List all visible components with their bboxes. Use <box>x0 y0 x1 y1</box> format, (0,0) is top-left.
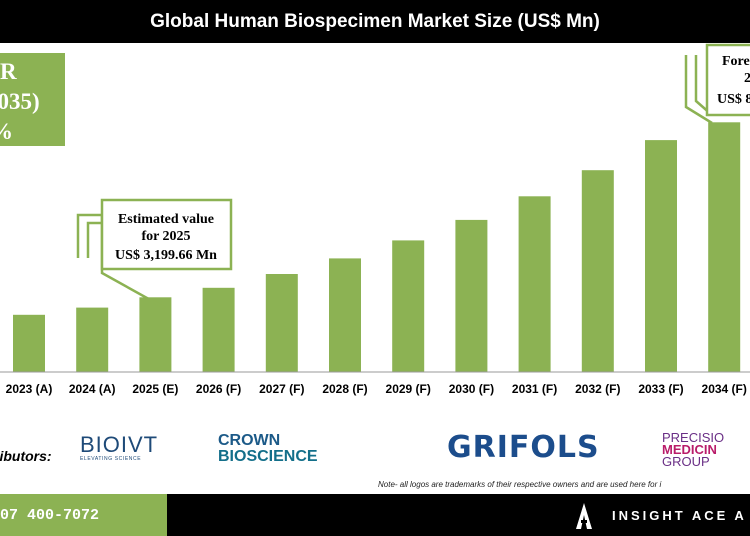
cagr-line2: 2035) <box>0 89 40 114</box>
callout-2025-leader-inner <box>86 221 102 258</box>
brand-name: INSIGHT ACE A <box>612 508 747 523</box>
x-tick-label: 2034 (F) <box>702 382 747 396</box>
cagr-box: R 2035) % <box>0 53 65 146</box>
x-tick-label: 2025 (E) <box>132 382 178 396</box>
bar-2024-a <box>76 307 109 372</box>
trademark-note: Note- all logos are trademarks of their … <box>378 480 662 489</box>
precision-logo-line3: GROUP <box>662 454 710 469</box>
callout-2025-box <box>100 198 233 271</box>
x-tick-label: 2026 (F) <box>196 382 241 396</box>
callout-2025-value: US$ 3,199.66 Mn <box>115 248 217 263</box>
x-tick-label: 2033 (F) <box>638 382 683 396</box>
x-tick-label: 2024 (A) <box>69 382 116 396</box>
bar-series <box>13 122 741 372</box>
bar-2028-f <box>329 258 361 372</box>
crown-logo-line2: BIOSCIENCE <box>218 448 318 465</box>
precision-logo-line1: PRECISIO <box>662 430 725 445</box>
distributors-label: ributors: <box>0 448 52 464</box>
bar-2033-f <box>645 140 677 372</box>
bioivt-logo: BIOIVT ELEVATING SCIENCE <box>80 432 158 462</box>
grifols-logo: GRIFOLS <box>447 430 600 465</box>
x-tick-label: 2030 (F) <box>449 382 494 396</box>
callout-2025-line1: Estimated value <box>118 212 214 227</box>
chart-title: Global Human Biospecimen Market Size (US… <box>0 0 750 43</box>
x-tick-label: 2028 (F) <box>322 382 367 396</box>
bioivt-logo-tagline: ELEVATING SCIENCE <box>80 456 142 462</box>
x-axis-ticks: 2023 (A) 2024 (A) 2025 (E) 2026 (F) 2027 (F)… <box>6 382 747 396</box>
cagr-line1: R <box>0 59 17 84</box>
callout-2025-line2: for 2025 <box>141 229 190 244</box>
bar-2031-f <box>518 196 551 372</box>
crown-logo-line1: CROWN <box>218 432 281 449</box>
bar-chart: 2023 (A) 2024 (A) 2025 (E) 2026 (F) 2027 (F)… <box>0 43 750 396</box>
callout-2035: Fore 2 US$ 8 <box>684 43 750 125</box>
bar-2026-f <box>202 287 235 372</box>
phone-number: 07 400-7072 <box>0 494 167 536</box>
x-tick-label: 2029 (F) <box>386 382 431 396</box>
precision-medicine-logo: PRECISIO MEDICIN GROUP <box>662 430 725 469</box>
x-tick-label: 2031 (F) <box>512 382 557 396</box>
callout-2035-line2: 2 <box>744 71 750 86</box>
bar-2025-e <box>139 297 172 372</box>
bar-2034-f <box>708 122 741 372</box>
bar-2032-f <box>581 170 614 372</box>
insight-ace-logo-icon <box>576 503 592 529</box>
callout-2035-value: US$ 8 <box>717 92 750 107</box>
callout-2025: Estimated value for 2025 US$ 3,199.66 Mn <box>76 198 233 310</box>
callout-2035-box <box>705 43 750 117</box>
callout-2035-line1: Fore <box>722 54 750 69</box>
x-tick-label: 2023 (A) <box>6 382 53 396</box>
x-tick-label: 2032 (F) <box>575 382 620 396</box>
x-tick-label: 2027 (F) <box>259 382 304 396</box>
bioivt-logo-text: BIOIVT <box>80 432 159 457</box>
precision-logo-line2: MEDICIN <box>662 442 717 457</box>
cagr-line3: % <box>0 117 13 146</box>
crown-bioscience-logo: CROWN BIOSCIENCE <box>218 433 318 465</box>
bar-2027-f <box>265 274 298 372</box>
bar-2023-a <box>13 314 45 372</box>
callout-2035-leader <box>684 55 713 125</box>
bar-2030-f <box>455 219 488 372</box>
bar-2029-f <box>392 240 425 372</box>
